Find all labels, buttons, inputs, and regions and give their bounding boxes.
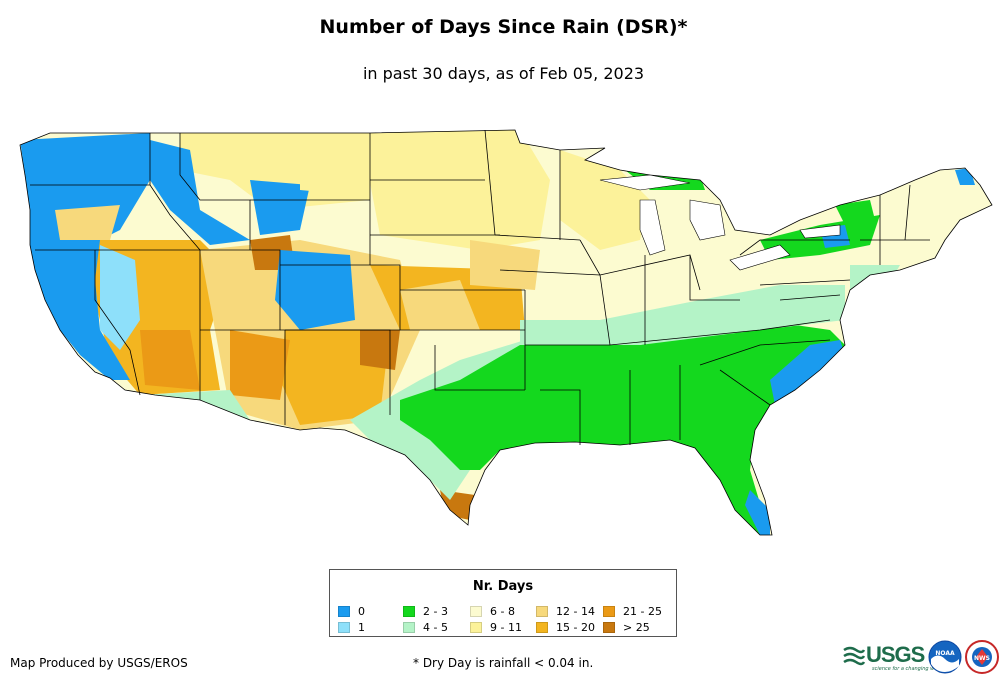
legend-swatch — [536, 621, 548, 633]
legend-label: 2 - 3 — [423, 604, 448, 618]
legend-label: 15 - 20 — [556, 620, 595, 634]
legend-item: > 25 — [603, 620, 650, 634]
legend-swatch — [536, 605, 548, 617]
dry-day-note: * Dry Day is rainfall < 0.04 in. — [413, 656, 594, 670]
legend-title: Nr. Days — [472, 579, 534, 594]
legend-swatch — [403, 621, 415, 633]
legend-label: 6 - 8 — [490, 604, 515, 618]
legend-item: 1 — [338, 620, 365, 634]
legend-label: 0 — [358, 604, 365, 618]
legend-item: 0 — [338, 604, 365, 618]
legend-label: 4 - 5 — [423, 620, 448, 634]
legend-label: > 25 — [623, 620, 650, 634]
legend-item: 21 - 25 — [603, 604, 662, 618]
legend-item: 4 - 5 — [403, 620, 448, 634]
legend-item: 6 - 8 — [470, 604, 515, 618]
legend-item: 2 - 3 — [403, 604, 448, 618]
nws-logo-icon: NWS — [965, 640, 999, 674]
map-title: Number of Days Since Rain (DSR)* — [319, 16, 688, 38]
legend-label: 9 - 11 — [490, 620, 522, 634]
legend: Nr. Days 0 1 2 - 3 4 - 5 6 - 8 9 - 11 12 — [329, 569, 677, 637]
state-boundaries — [19, 129, 993, 536]
legend-swatch — [338, 621, 350, 633]
usgs-wave-icon — [843, 646, 866, 666]
legend-label: 12 - 14 — [556, 604, 595, 618]
map-subtitle: in past 30 days, as of Feb 05, 2023 — [362, 64, 645, 83]
legend-swatch — [338, 605, 350, 617]
usgs-logo: USGS — [866, 642, 925, 667]
legend-label: 1 — [358, 620, 365, 634]
noaa-label: NOAA — [935, 650, 955, 657]
legend-item: 12 - 14 — [536, 604, 595, 618]
legend-swatch — [403, 605, 415, 617]
legend-swatch — [470, 605, 482, 617]
usgs-tagline: science for a changing world — [872, 666, 944, 672]
producer-credit: Map Produced by USGS/EROS — [10, 656, 188, 670]
great-lakes — [599, 174, 841, 271]
legend-swatch — [470, 621, 482, 633]
noaa-logo-icon: NOAA — [928, 640, 962, 674]
legend-swatch — [603, 605, 615, 617]
legend-swatch — [603, 621, 615, 633]
legend-item: 15 - 20 — [536, 620, 595, 634]
legend-label: 21 - 25 — [623, 604, 662, 618]
legend-item: 9 - 11 — [470, 620, 522, 634]
agency-logos: USGS science for a changing world NOAA N… — [842, 638, 1002, 678]
nws-label: NWS — [974, 655, 990, 662]
